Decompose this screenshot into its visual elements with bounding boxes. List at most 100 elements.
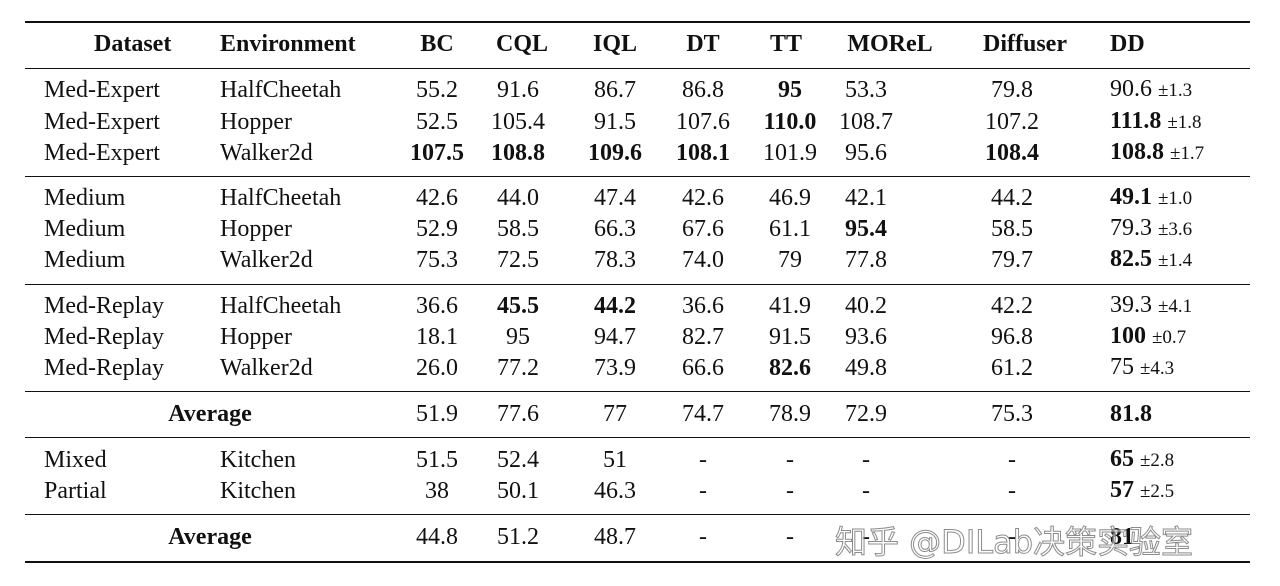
table-cell: Med-Expert: [44, 140, 160, 166]
rule-line: [25, 561, 1250, 563]
average-label: Average: [168, 524, 252, 550]
cell-std: ±2.8: [1140, 450, 1175, 471]
table-cell: 51: [603, 447, 627, 473]
table-cell: 108.1: [676, 140, 730, 166]
table-cell: 82.6: [769, 355, 811, 381]
table-cell: -: [699, 524, 707, 550]
table-cell: 74.7: [682, 401, 724, 427]
cell-value: 79.3: [1110, 215, 1152, 241]
header-cell: Dataset: [94, 31, 172, 57]
table-cell: 108.8: [491, 140, 545, 166]
table-cell: 51.5: [416, 447, 458, 473]
table-cell: 107.5: [410, 140, 464, 166]
cell-std: ±4.3: [1140, 358, 1175, 379]
table-cell: 58.5: [991, 216, 1033, 242]
table-cell: Medium: [44, 247, 126, 273]
table-cell: 77.2: [497, 355, 539, 381]
table-cell: Medium: [44, 216, 126, 242]
table-cell: 78.9: [769, 401, 811, 427]
rule-line: [25, 68, 1250, 69]
table-cell: Mixed: [44, 447, 107, 473]
dd-cell: 100 ±0.7: [1110, 322, 1186, 352]
table-cell: 75.3: [991, 401, 1033, 427]
table-cell: Hopper: [220, 216, 292, 242]
table-cell: 66.3: [594, 216, 636, 242]
table-cell: 51.9: [416, 401, 458, 427]
table-cell: 79.8: [991, 77, 1033, 103]
table-cell: 61.1: [769, 216, 811, 242]
table-cell: 52.9: [416, 216, 458, 242]
table-cell: 42.2: [991, 293, 1033, 319]
dd-cell: 111.8 ±1.8: [1110, 107, 1202, 137]
dd-cell: 75 ±4.3: [1110, 353, 1174, 383]
table-cell: 41.9: [769, 293, 811, 319]
table-cell: Walker2d: [220, 140, 313, 166]
table-cell: Kitchen: [220, 447, 296, 473]
table-cell: 77.6: [497, 401, 539, 427]
header-cell: TT: [769, 31, 803, 57]
table-cell: 52.4: [497, 447, 539, 473]
dd-cell: 57 ±2.5: [1110, 476, 1174, 506]
table-cell: 81.8: [1110, 401, 1152, 427]
cell-std: ±4.1: [1158, 296, 1193, 317]
cell-std: ±2.5: [1140, 481, 1175, 502]
table-cell: 77: [603, 401, 627, 427]
table-cell: 72.9: [845, 401, 887, 427]
table-cell: 40.2: [845, 293, 887, 319]
table-cell: 95: [778, 77, 802, 103]
table-cell: 81: [1110, 524, 1134, 550]
dd-cell: 108.8 ±1.7: [1110, 138, 1204, 168]
rule-line: [25, 176, 1250, 177]
header-cell: IQL: [592, 31, 638, 57]
table-cell: -: [1008, 447, 1016, 473]
table-cell: Walker2d: [220, 355, 313, 381]
table-cell: 52.5: [416, 109, 458, 135]
header-cell: Diffuser: [983, 31, 1067, 57]
table-cell: -: [699, 447, 707, 473]
table-cell: 45.5: [497, 293, 539, 319]
table-cell: 38: [425, 478, 449, 504]
table-cell: -: [699, 478, 707, 504]
cell-value: 90.6: [1110, 76, 1152, 102]
table-cell: 55.2: [416, 77, 458, 103]
table-cell: 95.4: [845, 216, 887, 242]
table-cell: 96.8: [991, 324, 1033, 350]
table-cell: 72.5: [497, 247, 539, 273]
table-cell: 101.9: [763, 140, 817, 166]
cell-value: 57: [1110, 477, 1134, 503]
table-cell: 44.2: [991, 185, 1033, 211]
cell-std: ±1.8: [1167, 112, 1202, 133]
table-cell: -: [1008, 524, 1016, 550]
table-cell: -: [1008, 478, 1016, 504]
table-cell: 109.6: [588, 140, 642, 166]
table-cell: 93.6: [845, 324, 887, 350]
table-cell: 18.1: [416, 324, 458, 350]
cell-std: ±3.6: [1158, 219, 1193, 240]
table-cell: 53.3: [845, 77, 887, 103]
table-cell: Medium: [44, 185, 126, 211]
header-cell: DD: [1110, 31, 1145, 57]
dd-cell: 79.3 ±3.6: [1110, 214, 1192, 244]
table-cell: 47.4: [594, 185, 636, 211]
table-cell: Med-Expert: [44, 77, 160, 103]
dd-cell: 49.1 ±1.0: [1110, 183, 1192, 213]
table-cell: Med-Replay: [44, 293, 164, 319]
table-cell: 49.8: [845, 355, 887, 381]
table-cell: HalfCheetah: [220, 185, 342, 211]
table-cell: 82.7: [682, 324, 724, 350]
watermark: 知乎 @DILab决策实验室: [834, 523, 1194, 562]
dd-cell: 39.3 ±4.1: [1110, 291, 1192, 321]
table-cell: 75.3: [416, 247, 458, 273]
table-cell: Med-Replay: [44, 324, 164, 350]
table-cell: 46.9: [769, 185, 811, 211]
table-cell: HalfCheetah: [220, 293, 342, 319]
table-cell: 67.6: [682, 216, 724, 242]
table-cell: 73.9: [594, 355, 636, 381]
cell-value: 65: [1110, 446, 1134, 472]
table-cell: 95.6: [845, 140, 887, 166]
table-cell: 51.2: [497, 524, 539, 550]
cell-value: 39.3: [1110, 292, 1152, 318]
table-cell: Hopper: [220, 109, 292, 135]
table-cell: 108.7: [839, 109, 893, 135]
